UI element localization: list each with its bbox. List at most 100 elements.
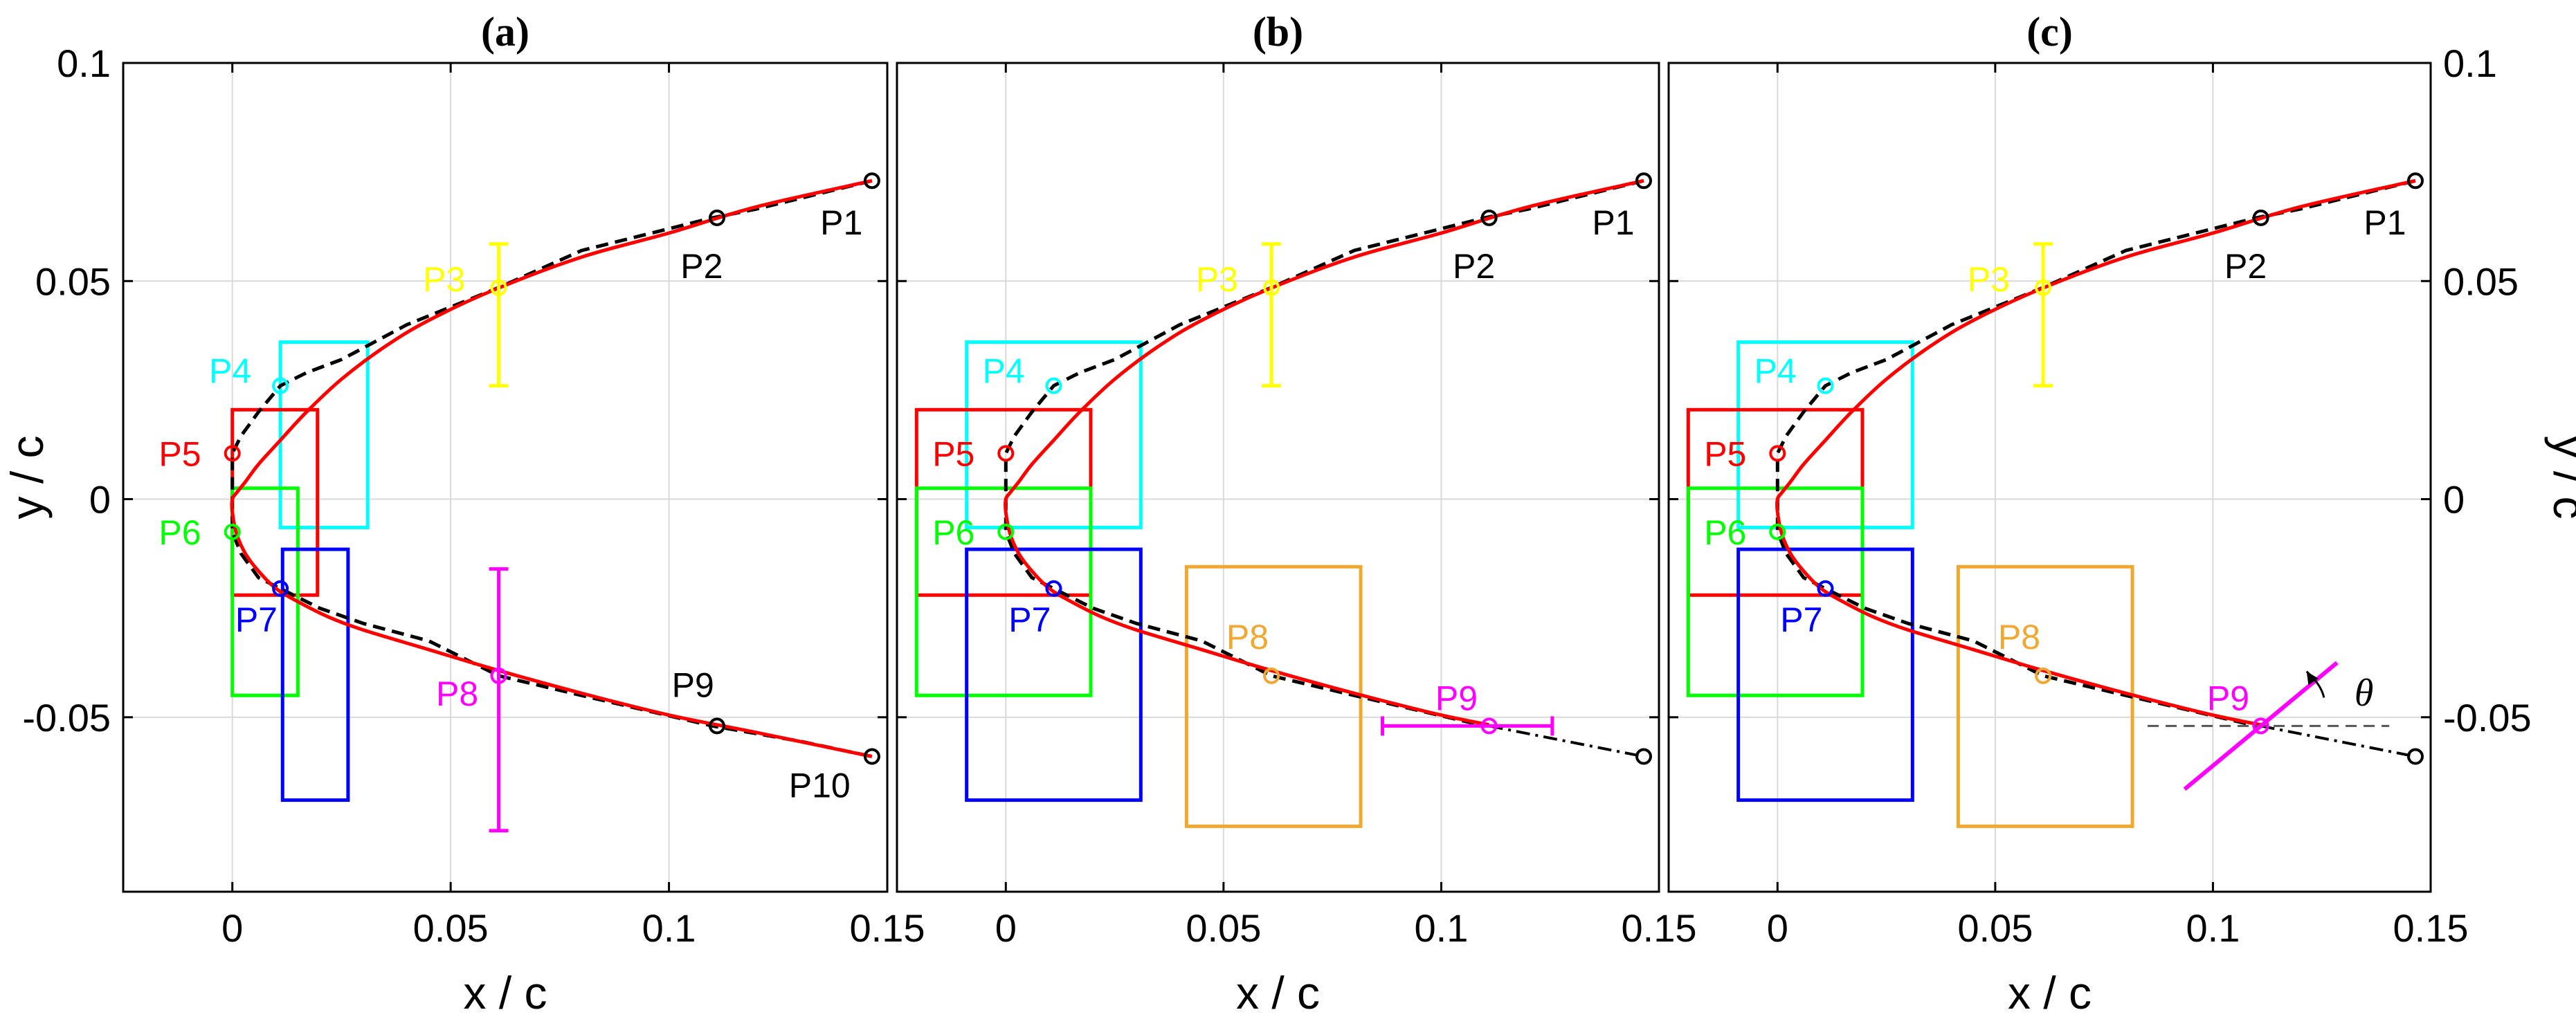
point-marker-p6 (224, 523, 241, 540)
x-tick-label: 0.1 (1414, 906, 1468, 950)
region-box (280, 547, 350, 802)
point-label-p8: P8 (436, 674, 478, 713)
region-box (914, 486, 1093, 697)
point-marker-p8 (1263, 667, 1280, 684)
point-marker-p1 (863, 172, 880, 190)
region-box (1686, 486, 1865, 697)
x-tick-label: 0 (1767, 906, 1788, 950)
y-tick-label: 0 (89, 478, 111, 522)
point-label-p1: P1 (2364, 203, 2406, 242)
point-label-p4: P4 (983, 352, 1025, 391)
point-marker-p10 (863, 748, 880, 765)
point-marker-p6 (997, 523, 1015, 540)
fitted-curve (230, 178, 873, 758)
x-tick-label: 0.15 (1622, 906, 1697, 950)
panel-3: θ P1 P2 P3 P4 P5 P6 P7 P8 P9 0 0.05 0.1 0.15 -0.05 0 0.0… (1667, 9, 2576, 1018)
point-label-p4: P4 (1754, 352, 1797, 391)
point-marker-p7 (272, 580, 289, 597)
point-marker-p5 (1769, 445, 1786, 462)
axes-box (122, 62, 889, 893)
point-label-p9: P9 (672, 666, 714, 705)
point-marker-p1 (2406, 172, 2424, 190)
point-marker-p4 (1045, 377, 1062, 394)
point-label-p2: P2 (1453, 247, 1495, 286)
point-marker-p9 (2252, 717, 2269, 735)
point-label-p2: P2 (2224, 247, 2267, 286)
point-label-p8: P8 (1226, 618, 1269, 657)
trailing-dashdot-segment (1489, 724, 1644, 758)
point-label-p9: P9 (1435, 679, 1478, 717)
point-marker-p3 (490, 279, 507, 296)
point-marker-p6 (1769, 523, 1786, 540)
region-box (1736, 547, 1914, 802)
panel-title: (c) (2026, 9, 2073, 55)
point-marker-p2 (2252, 209, 2269, 226)
x-axis-label: x / c (2008, 967, 2092, 1018)
axes-box (896, 62, 1660, 893)
axes-box (1667, 62, 2432, 893)
point-label-p7: P7 (1008, 600, 1051, 639)
point-marker-p2 (1480, 209, 1498, 226)
x-tick-label: 0 (995, 906, 1017, 950)
plot-area (1686, 178, 2416, 828)
region-box (965, 340, 1143, 530)
point-marker-p9 (708, 717, 725, 735)
point-label-p3: P3 (1196, 260, 1238, 299)
x-tick-label: 0.15 (850, 906, 925, 950)
x-tick-label: 0.15 (2393, 906, 2469, 950)
region-box (278, 340, 370, 530)
x-tick-label: 0.05 (1186, 906, 1261, 950)
x-tick-label: 0.1 (642, 906, 696, 950)
point-label-p1: P1 (820, 203, 862, 242)
y-tick-label: 0.05 (2443, 259, 2519, 303)
region-box (230, 486, 300, 697)
y-axis-label: y / c (1, 435, 53, 519)
point-marker-p4 (1817, 377, 1834, 394)
plot-area (914, 178, 1644, 828)
x-tick-label: 0.1 (2186, 906, 2240, 950)
point-marker-p4 (272, 377, 289, 394)
point-label-p8: P8 (1998, 618, 2040, 657)
y-tick-label: 0 (2443, 478, 2465, 522)
point-label-p9: P9 (2207, 679, 2249, 717)
x-tick-label: 0 (221, 906, 243, 950)
panel-1: P1 P2 P3 P4 P5 P6 P7 P8 P9 P10 0 0.05 0.1 0.15 -0.05 0 0… (1, 9, 925, 1018)
point-label-p10: P10 (789, 767, 851, 805)
x-tick-label: 0.05 (413, 906, 489, 950)
theta-label: θ (2355, 672, 2374, 715)
point-marker-p3 (2035, 279, 2052, 296)
plot-area (230, 178, 873, 833)
trailing-dashdot-segment (2260, 724, 2416, 758)
point-marker-p8 (490, 667, 507, 684)
angle-arrowhead (2306, 671, 2319, 686)
point-marker-p2 (708, 209, 725, 226)
point-marker-p1 (1635, 172, 1652, 190)
point-marker-p9 (1480, 717, 1498, 735)
point-marker-p10 (1635, 748, 1652, 765)
point-label-p6: P6 (932, 513, 974, 552)
panel-2: P1 P2 P3 P4 P5 P6 P7 P8 P9 0 0.05 0.1 0.15 (b) x / c (896, 9, 1697, 1018)
point-label-p5: P5 (158, 434, 201, 473)
region-box (1736, 340, 1914, 530)
point-label-p1: P1 (1592, 203, 1634, 242)
x-tick-label: 0.05 (1957, 906, 2033, 950)
point-marker-p7 (1817, 580, 1834, 597)
y-tick-label: 0.05 (35, 259, 111, 303)
point-label-p5: P5 (1704, 434, 1746, 473)
x-axis-label: x / c (463, 967, 547, 1018)
fitted-curve (1004, 178, 1644, 758)
reference-curve (1004, 178, 1644, 728)
point-marker-p8 (2035, 667, 2052, 684)
y-tick-label: -0.05 (22, 696, 111, 740)
point-marker-p10 (2406, 748, 2424, 765)
point-label-p7: P7 (1780, 600, 1822, 639)
panel-title: (b) (1253, 9, 1303, 55)
x-axis-label: x / c (1236, 967, 1320, 1018)
fitted-curve (1775, 178, 2416, 758)
slope-line (2183, 661, 2339, 791)
point-label-p6: P6 (1704, 513, 1746, 552)
point-label-p4: P4 (209, 352, 251, 391)
point-label-p2: P2 (680, 247, 723, 286)
point-marker-p5 (224, 445, 241, 462)
